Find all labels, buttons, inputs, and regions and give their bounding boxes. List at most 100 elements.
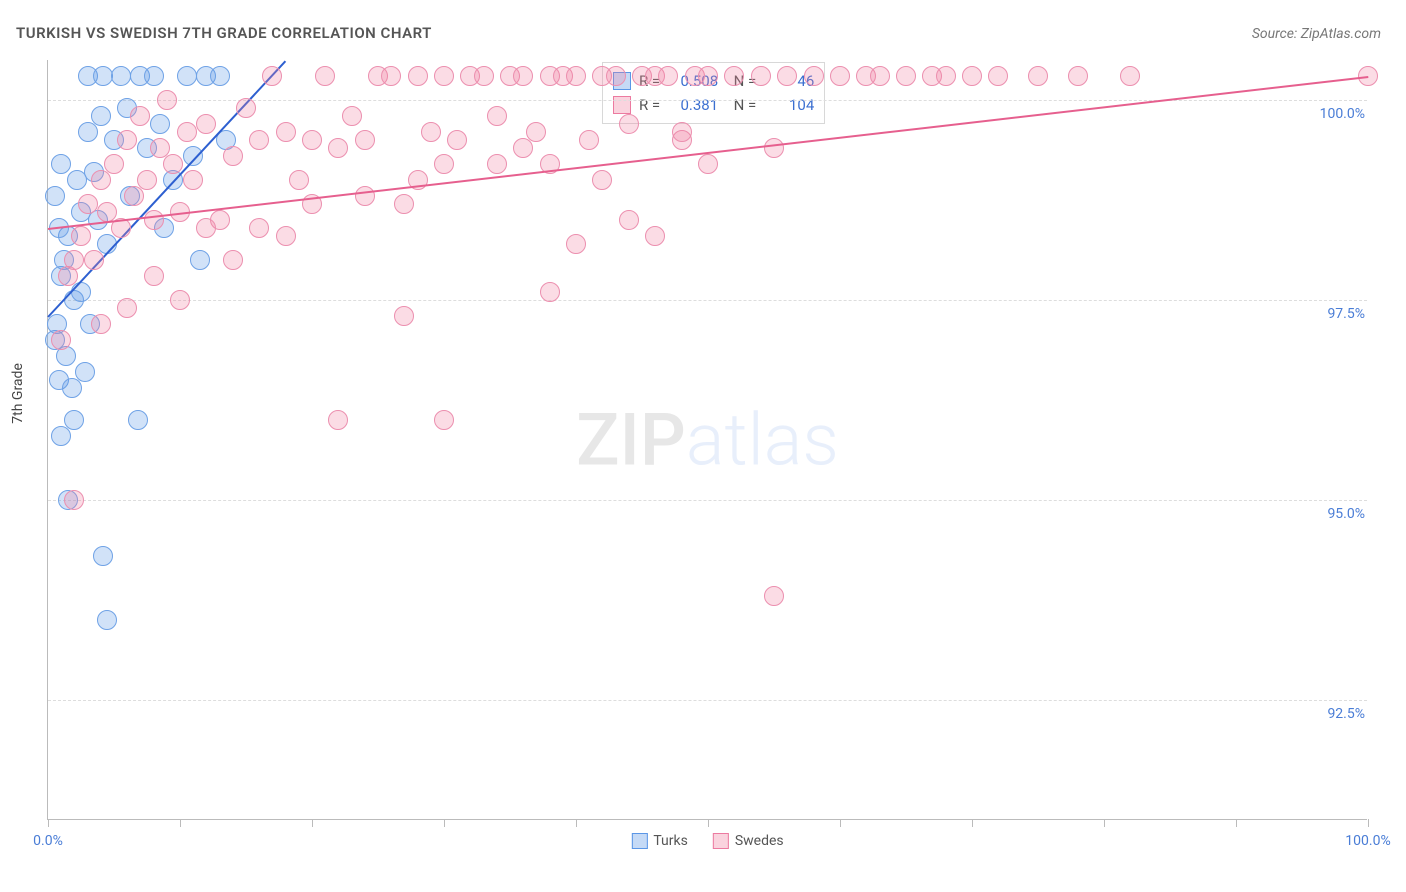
- data-point: [196, 114, 216, 134]
- data-point: [91, 170, 111, 190]
- data-point: [936, 66, 956, 86]
- source-attribution: Source: ZipAtlas.com: [1252, 26, 1381, 42]
- data-point: [62, 378, 82, 398]
- data-point: [698, 66, 718, 86]
- data-point: [84, 250, 104, 270]
- data-point: [962, 66, 982, 86]
- data-point: [606, 66, 626, 86]
- data-point: [104, 154, 124, 174]
- data-point: [804, 66, 824, 86]
- data-point: [328, 138, 348, 158]
- legend-row: R =0.381 N =104: [613, 93, 814, 117]
- data-point: [870, 66, 890, 86]
- data-point: [579, 130, 599, 150]
- x-tick: [1236, 819, 1237, 827]
- data-point: [619, 114, 639, 134]
- x-tick: [576, 819, 577, 827]
- x-tick: [708, 819, 709, 827]
- data-point: [249, 218, 269, 238]
- grid-line: [48, 500, 1367, 501]
- data-point: [45, 186, 65, 206]
- data-point: [64, 490, 84, 510]
- data-point: [381, 66, 401, 86]
- x-tick: [444, 819, 445, 827]
- data-point: [315, 66, 335, 86]
- data-point: [394, 306, 414, 326]
- data-point: [163, 154, 183, 174]
- data-point: [128, 410, 148, 430]
- data-point: [51, 426, 71, 446]
- data-point: [289, 170, 309, 190]
- data-point: [190, 250, 210, 270]
- data-point: [93, 546, 113, 566]
- data-point: [130, 106, 150, 126]
- data-point: [764, 138, 784, 158]
- data-point: [177, 66, 197, 86]
- data-point: [183, 146, 203, 166]
- y-axis-label: 7th Grade: [10, 363, 26, 424]
- grid-line: [48, 700, 1367, 701]
- y-tick-label: 100.0%: [1316, 106, 1369, 122]
- series-legend: TurksSwedes: [631, 833, 783, 849]
- chart-title: TURKISH VS SWEDISH 7TH GRADE CORRELATION…: [16, 24, 432, 42]
- data-point: [355, 130, 375, 150]
- data-point: [117, 130, 137, 150]
- data-point: [71, 282, 91, 302]
- data-point: [447, 130, 467, 150]
- data-point: [513, 138, 533, 158]
- data-point: [75, 362, 95, 382]
- data-point: [64, 250, 84, 270]
- data-point: [196, 218, 216, 238]
- x-tick: [180, 819, 181, 827]
- data-point: [342, 106, 362, 126]
- x-tick: [972, 819, 973, 827]
- data-point: [276, 122, 296, 142]
- data-point: [97, 610, 117, 630]
- data-point: [1028, 66, 1048, 86]
- data-point: [619, 210, 639, 230]
- data-point: [777, 66, 797, 86]
- data-point: [236, 98, 256, 118]
- data-point: [540, 282, 560, 302]
- data-point: [672, 122, 692, 142]
- data-point: [223, 146, 243, 166]
- data-point: [302, 130, 322, 150]
- y-tick-label: 92.5%: [1323, 706, 1369, 722]
- data-point: [137, 170, 157, 190]
- data-point: [177, 122, 197, 142]
- data-point: [64, 410, 84, 430]
- data-point: [434, 66, 454, 86]
- data-point: [210, 66, 230, 86]
- data-point: [328, 410, 348, 430]
- x-tick: [840, 819, 841, 827]
- data-point: [170, 290, 190, 310]
- data-point: [78, 122, 98, 142]
- data-point: [144, 66, 164, 86]
- data-point: [124, 186, 144, 206]
- x-tick: [312, 819, 313, 827]
- data-point: [698, 154, 718, 174]
- data-point: [1120, 66, 1140, 86]
- data-point: [355, 186, 375, 206]
- scatter-plot: ZIPatlas R =0.508 N =46R =0.381 N =104 T…: [47, 60, 1367, 820]
- data-point: [526, 122, 546, 142]
- data-point: [764, 586, 784, 606]
- data-point: [276, 226, 296, 246]
- data-point: [830, 66, 850, 86]
- data-point: [658, 66, 678, 86]
- data-point: [223, 250, 243, 270]
- data-point: [724, 66, 744, 86]
- data-point: [408, 66, 428, 86]
- data-point: [91, 314, 111, 334]
- data-point: [262, 66, 282, 86]
- data-point: [51, 154, 71, 174]
- data-point: [421, 122, 441, 142]
- data-point: [51, 330, 71, 350]
- x-tick-label: 100.0%: [1345, 833, 1390, 849]
- legend-item: Swedes: [713, 833, 784, 849]
- data-point: [78, 194, 98, 214]
- data-point: [150, 114, 170, 134]
- data-point: [487, 106, 507, 126]
- data-point: [592, 170, 612, 190]
- data-point: [645, 226, 665, 246]
